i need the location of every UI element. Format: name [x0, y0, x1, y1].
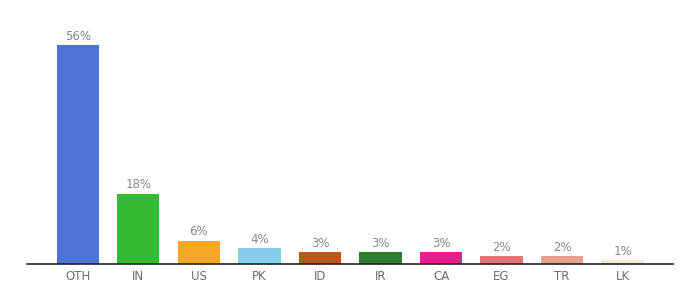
Text: 18%: 18%	[125, 178, 151, 191]
Bar	[420, 252, 462, 264]
Text: 56%: 56%	[65, 30, 90, 43]
Bar	[56, 45, 99, 264]
Text: 6%: 6%	[190, 225, 208, 238]
Bar	[299, 252, 341, 264]
Bar	[177, 241, 220, 264]
Text: 2%: 2%	[553, 241, 571, 254]
Bar	[480, 256, 523, 264]
Bar	[238, 248, 281, 264]
Text: 1%: 1%	[613, 245, 632, 258]
Bar	[117, 194, 160, 264]
Bar	[359, 252, 402, 264]
Text: 2%: 2%	[492, 241, 511, 254]
Text: 3%: 3%	[432, 237, 450, 250]
Bar	[541, 256, 583, 264]
Text: 3%: 3%	[371, 237, 390, 250]
Bar	[601, 260, 644, 264]
Text: 4%: 4%	[250, 233, 269, 246]
Text: 3%: 3%	[311, 237, 329, 250]
